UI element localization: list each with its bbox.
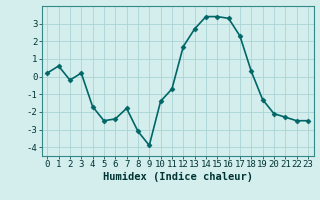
- X-axis label: Humidex (Indice chaleur): Humidex (Indice chaleur): [103, 172, 252, 182]
